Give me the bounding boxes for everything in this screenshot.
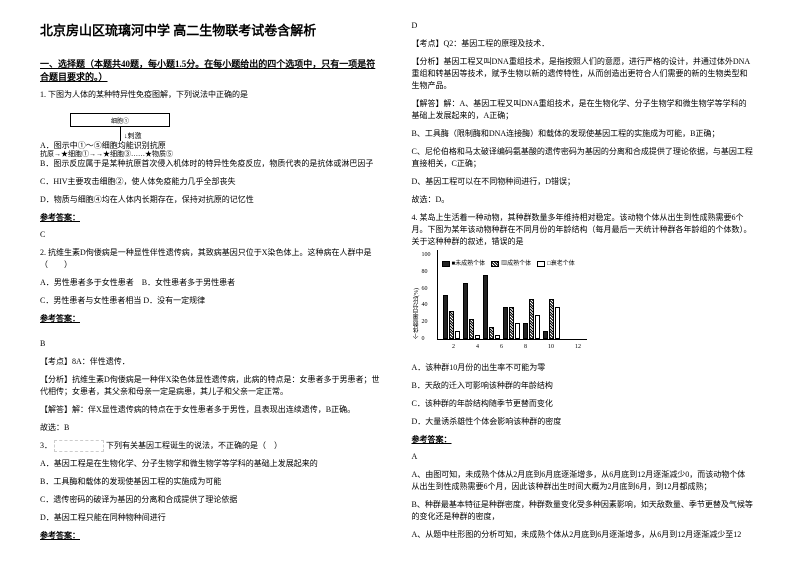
q3-B: B．工具酶和载体的发现使基因工程的实施成为可能 (40, 476, 382, 488)
bar (523, 323, 528, 339)
q1-ans: C (40, 229, 382, 241)
q4-anslabel: 参考答案： (412, 434, 754, 445)
q4-D: D．大量诱杀雄性个体会影响该种群的密度 (412, 416, 754, 428)
bar (449, 311, 454, 339)
doc-title: 北京房山区琉璃河中学 高二生物联考试卷含解析 (40, 20, 382, 39)
q4-A: A．该种群10月份的出生率不可能为零 (412, 362, 754, 374)
bar-group (463, 283, 480, 339)
bar (535, 315, 540, 339)
q1-diagram: 细胞① ↓刺激 抗原→★细胞①→→★细胞③……★物质⑤ (40, 111, 200, 130)
xt0: 2 (452, 344, 455, 350)
chart-axes (437, 250, 587, 340)
q4-C: C．该种群的年龄结构随季节更替而变化 (412, 398, 754, 410)
q2-stem: 2. 抗维生素D佝偻病是一种显性伴性遗传病，其致病基因只位于X染色体上。这种病在… (40, 247, 382, 271)
bar (549, 299, 554, 339)
bar (495, 335, 500, 339)
left-column: 北京房山区琉璃河中学 高二生物联考试卷含解析 一、选择题（本题共40题，每小题1… (40, 20, 382, 541)
xt2: 6 (500, 344, 503, 350)
q3-kaodian: 【考点】Q2：基因工程的原理及技术． (412, 38, 754, 50)
q4-stem: 4. 某岛上生活着一种动物，其种群数量多年维持相对稳定。该动物个体从出生到性成熟… (412, 212, 754, 248)
q3-C: C．遗传密码的破译为基因的分离和合成提供了理论依据 (40, 494, 382, 506)
bar-group (543, 299, 560, 339)
q3-pre: 3． (40, 441, 52, 450)
diag-line: 抗原→★细胞①→→★细胞③……★物质⑤ (40, 149, 173, 159)
q1-stem: 1. 下图为人体的某种特异性免疫图解，下列说法中正确的是 (40, 89, 382, 101)
bar (509, 307, 514, 339)
bar-group (523, 299, 540, 339)
bar (515, 323, 520, 339)
bar (555, 307, 560, 339)
chart-xticks: 2 4 6 8 10 12 (442, 344, 592, 350)
yt3: 60 (422, 286, 431, 292)
q3-image-placeholder (54, 440, 104, 452)
xt1: 4 (476, 344, 479, 350)
bar (455, 331, 460, 339)
q4-line2: B、种群最基本特征是种群密度，种群数量变化受多种因素影响，如天敌数量、季节更替及… (412, 499, 754, 523)
bar (469, 319, 474, 339)
q3-stem: 3． 下列有关基因工程诞生的说法，不正确的是（ ） (40, 440, 382, 452)
q3-fenxi: 【分析】基因工程又叫DNA重组技术，是指按照人们的意愿，进行严格的设计，并通过体… (412, 56, 754, 92)
q3-lineb: B、工具酶（限制酶和DNA连接酶）和载体的发现使基因工程的实施成为可能，B正确； (412, 128, 754, 140)
q2-fenxi: 【分析】抗维生素D佝偻病是一种伴X染色体显性遗传病，此病的特点是：女患者多于男患… (40, 374, 382, 398)
q2-jieda: 【解答】解：伴X显性遗传病的特点在于女性患者多于男性，且表现出连续遗传，B正确。 (40, 404, 382, 416)
q3-gx: 故选：D。 (412, 194, 754, 206)
xt5: 12 (575, 344, 581, 350)
bar-group (443, 295, 460, 339)
bar (529, 299, 534, 339)
q3-anslabel: 参考答案： (40, 530, 382, 541)
q3-jieda: 【解答】解：A、基因工程又叫DNA重组技术，是在生物化学、分子生物学和微生物学等… (412, 98, 754, 122)
bar (475, 335, 480, 339)
q3-post: 下列有关基因工程诞生的说法，不正确的是（ ） (106, 441, 282, 450)
bar (443, 295, 448, 339)
right-column: D 【考点】Q2：基因工程的原理及技术． 【分析】基因工程又叫DNA重组技术，是… (412, 20, 754, 541)
q3-ans: D (412, 20, 754, 32)
bar-group (483, 275, 500, 339)
yt5: 100 (422, 252, 431, 258)
q4-ans: A (412, 451, 754, 463)
q3-D: D．基因工程只能在同种物种间进行 (40, 512, 382, 524)
q2-gx: 故选：B (40, 422, 382, 434)
q2-ans: B (40, 338, 382, 350)
q2-C: C．男性患者与女性患者相当 D．没有一定规律 (40, 295, 382, 307)
q1-D: D．物质与细胞④均在人体内长期存在，保持对抗原的记忆性 (40, 194, 382, 206)
bar (463, 283, 468, 339)
q4-line3: A、从题中柱形图的分析可知，未成熟个体从2月底到6月逐渐增多，从6月到12月逐渐… (412, 529, 754, 541)
xt4: 10 (548, 344, 554, 350)
yt2: 40 (422, 302, 431, 308)
q2-A: A．男性患者多于女性患者 B．女性患者多于男性患者 (40, 277, 382, 289)
diag-top: 细胞① (111, 116, 129, 125)
bar (483, 275, 488, 339)
q1-C: C．HIV主要攻击细胞②，使人体免疫能力几乎全部丧失 (40, 176, 382, 188)
bar-group (503, 307, 520, 339)
chart-bars (438, 250, 587, 339)
chart-yticks: 0 20 40 60 80 100 (422, 252, 431, 342)
section1-head: 一、选择题（本题共40题，每小题1.5分。在每小题给出的四个选项中，只有一项是符… (40, 57, 382, 83)
diag-branch: ↓刺激 (124, 131, 142, 141)
bar (543, 331, 548, 339)
q3-lined: D、基因工程可以在不同物种间进行，D错误； (412, 176, 754, 188)
q1-B: B．图示反应属于是某种抗原首次侵入机体时的特异性免疫反应，物质代表的是抗体或淋巴… (40, 158, 382, 170)
yt4: 80 (422, 269, 431, 275)
q4-B: B．天敌的迁入可影响该种群的年龄结构 (412, 380, 754, 392)
q2-kaodian: 【考点】8A：伴性遗传． (40, 356, 382, 368)
chart-ylabel: 个体数量百分比(%) (412, 288, 421, 339)
q4-chart: ■未成熟个体 ▨成熟个体 □衰老个体 个体数量百分比(%) 0 20 40 60… (412, 258, 592, 352)
q1-anslabel: 参考答案： (40, 212, 382, 223)
bar (503, 307, 508, 339)
q2-anslabel: 参考答案： (40, 313, 382, 324)
q4-line1: A、由图可知，未成熟个体从2月底到6月底逐渐增多，从6月底到12月逐渐减少0，而… (412, 469, 754, 493)
q3-A: A．基因工程是在生物化学、分子生物学和微生物学等学科的基础上发展起来的 (40, 458, 382, 470)
bar (489, 327, 494, 339)
q3-linec: C、尼伦伯格和马太破译编码氨基酸的遗传密码为基因的分离和合成提供了理论依据，与基… (412, 146, 754, 170)
yt1: 20 (422, 319, 431, 325)
yt0: 0 (422, 336, 431, 342)
xt3: 8 (524, 344, 527, 350)
